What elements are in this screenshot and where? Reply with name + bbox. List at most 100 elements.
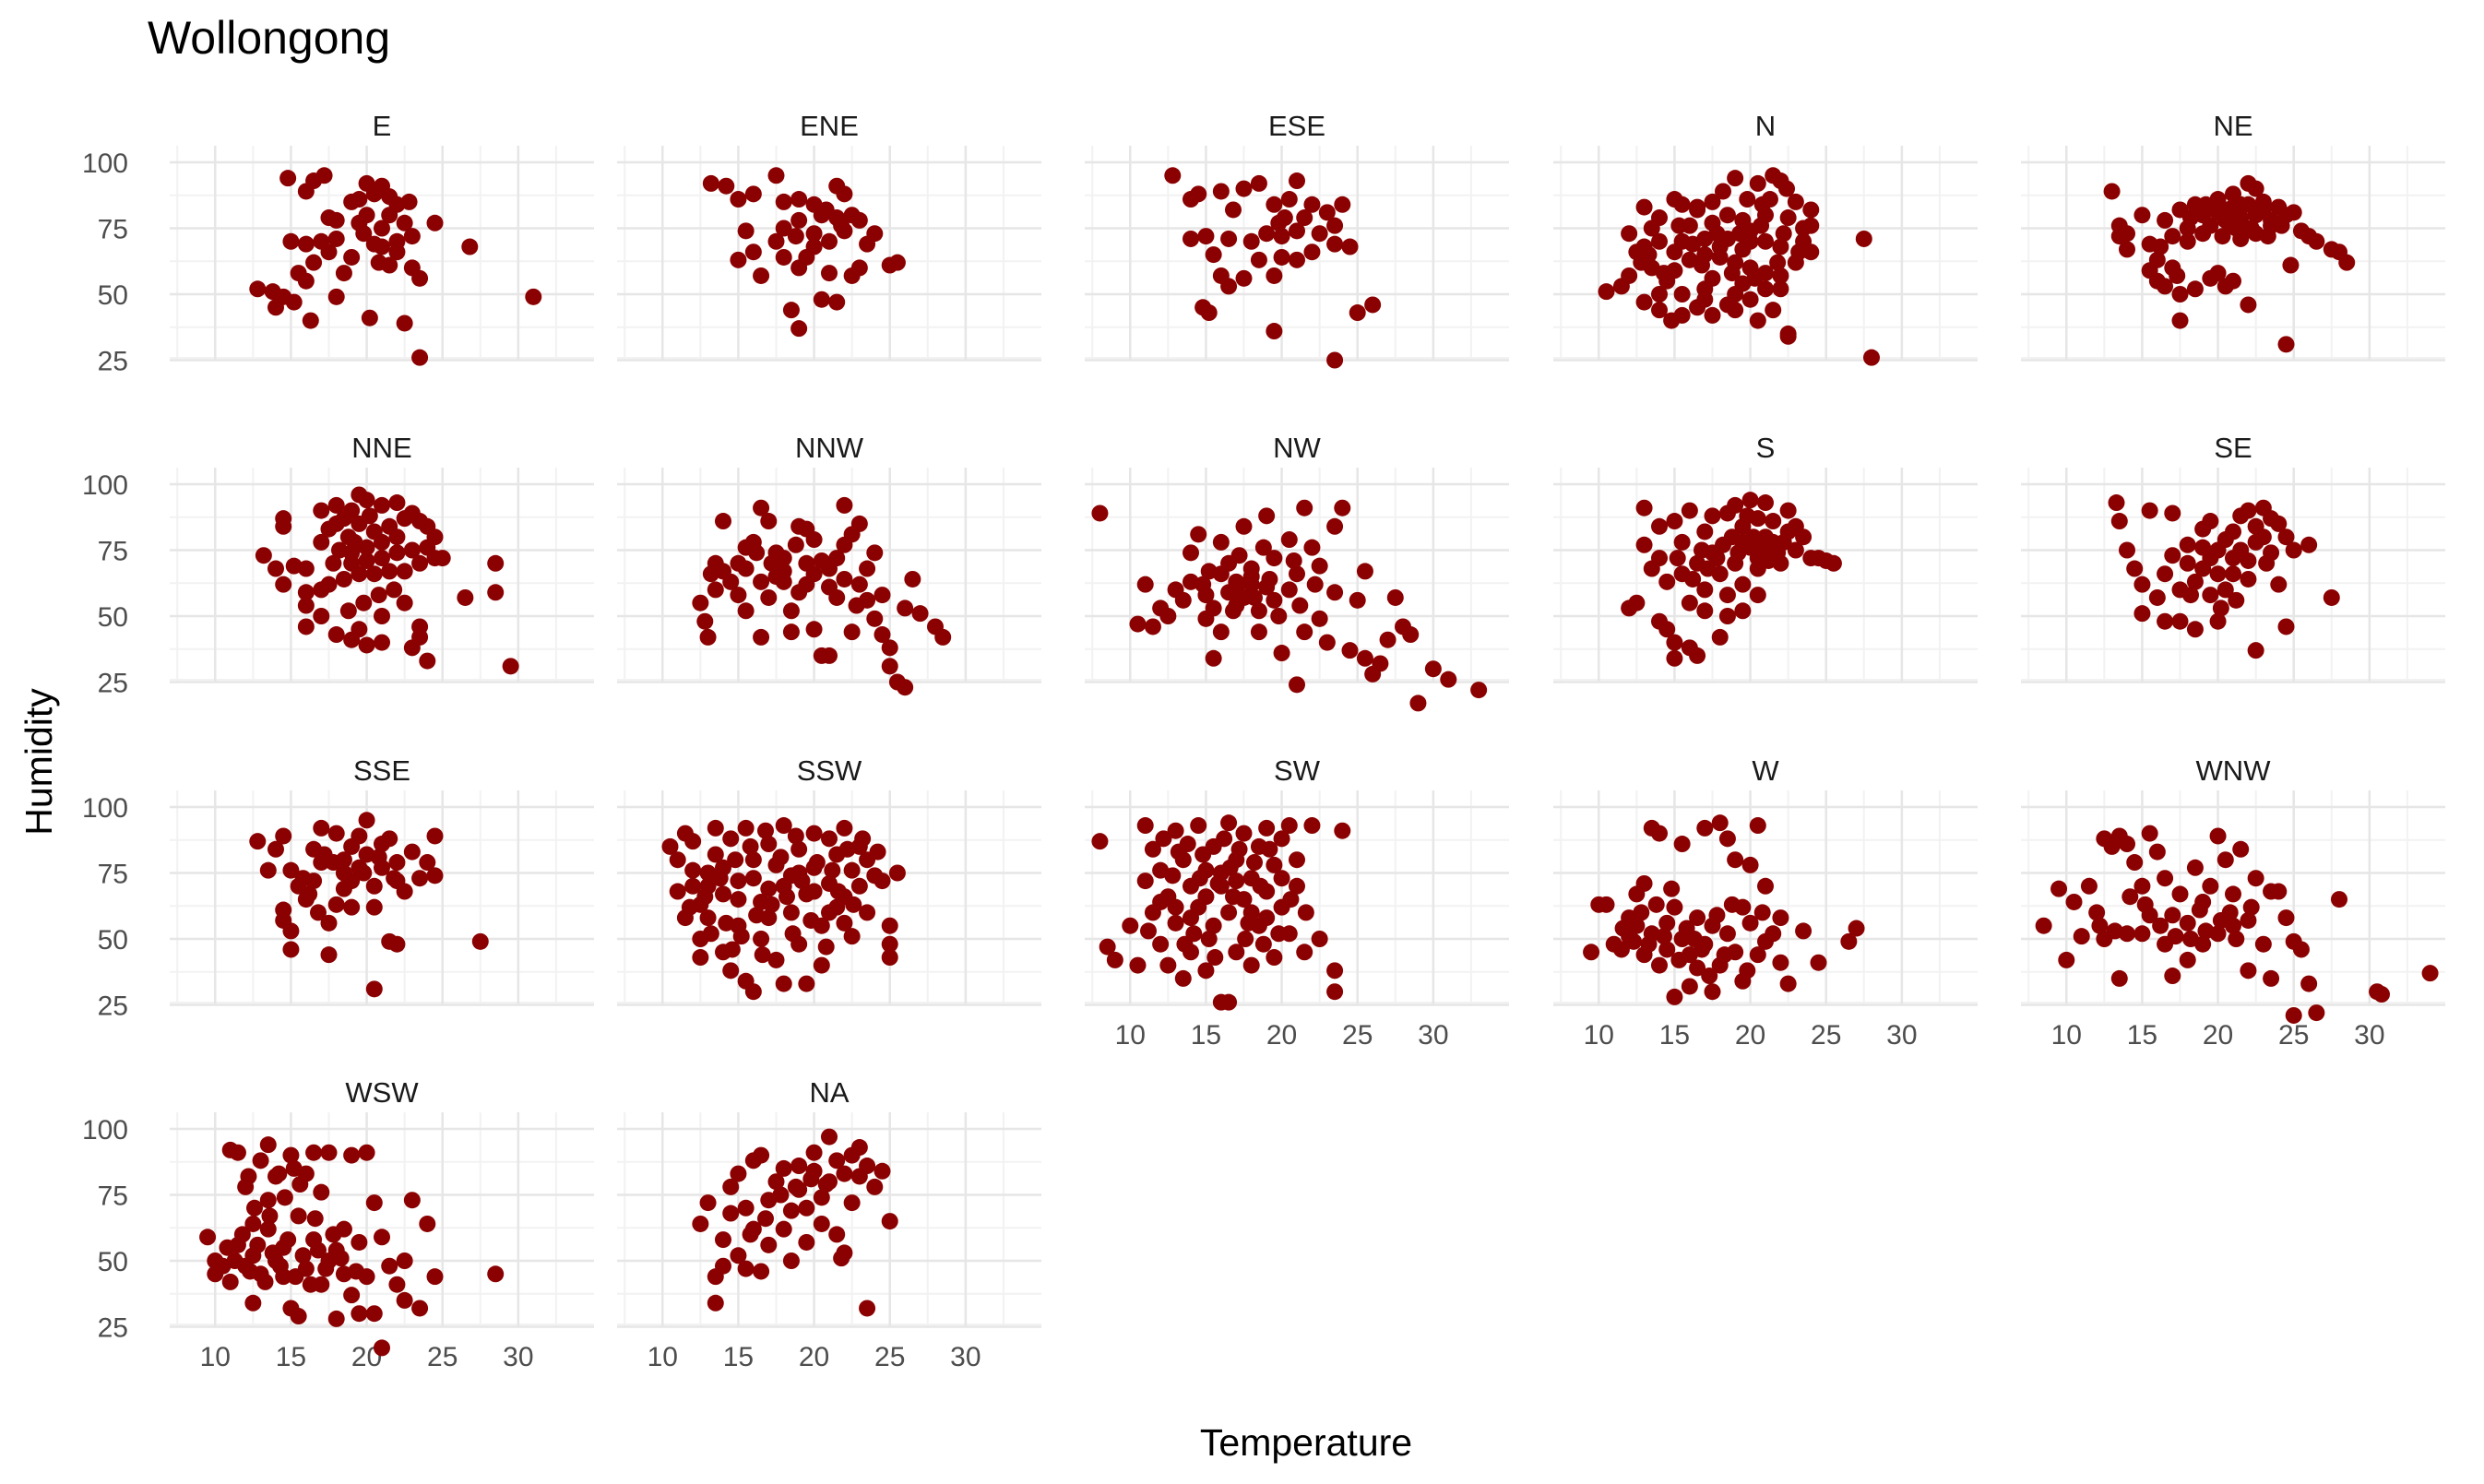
- data-point: [748, 544, 766, 562]
- data-point: [1696, 602, 1714, 620]
- data-point: [1790, 243, 1808, 261]
- data-point: [419, 652, 436, 670]
- data-point: [2141, 825, 2158, 842]
- data-point: [1635, 536, 1653, 553]
- data-point: [2186, 573, 2204, 590]
- data-point: [742, 1226, 759, 1243]
- data-point: [374, 634, 390, 651]
- data-point: [2050, 880, 2068, 897]
- data-point: [315, 846, 333, 863]
- data-point: [722, 573, 740, 590]
- data-point: [754, 946, 771, 964]
- data-point: [838, 840, 856, 858]
- data-point: [221, 1273, 239, 1290]
- data-point: [275, 576, 292, 593]
- data-point: [1206, 949, 1224, 967]
- x-tick-label: 25: [874, 1342, 905, 1372]
- data-point: [1311, 610, 1328, 627]
- data-point: [1635, 293, 1653, 311]
- data-point: [669, 851, 686, 869]
- data-point: [1296, 499, 1313, 516]
- data-point: [1106, 951, 1123, 968]
- data-point: [1280, 191, 1298, 208]
- data-point: [1250, 623, 1267, 641]
- data-point: [757, 822, 774, 839]
- data-point: [1787, 541, 1804, 559]
- data-point: [1757, 877, 1774, 895]
- data-point: [1787, 193, 1804, 210]
- data-point: [2228, 931, 2245, 947]
- data-point: [2058, 951, 2075, 968]
- data-point: [748, 907, 766, 924]
- data-point: [1197, 228, 1215, 245]
- data-point: [1651, 517, 1668, 535]
- data-point: [722, 1178, 740, 1195]
- data-point: [730, 891, 747, 908]
- data-point: [1246, 854, 1263, 872]
- data-point: [1651, 286, 1668, 303]
- data-point: [1136, 576, 1154, 593]
- data-point: [267, 840, 284, 858]
- data-point: [888, 254, 906, 271]
- data-point: [1772, 909, 1789, 927]
- data-point: [327, 211, 345, 229]
- data-point: [1741, 291, 1759, 308]
- data-point: [320, 946, 338, 964]
- data-point: [2300, 536, 2318, 553]
- data-point: [1334, 196, 1351, 213]
- data-point: [1699, 560, 1717, 577]
- data-point: [684, 861, 702, 879]
- data-point: [1341, 238, 1359, 255]
- data-point: [1334, 822, 1351, 839]
- data-point: [339, 602, 357, 620]
- data-point: [1749, 587, 1766, 604]
- data-point: [1266, 323, 1283, 340]
- data-point: [787, 827, 804, 845]
- data-point: [1681, 639, 1698, 657]
- data-point: [1311, 931, 1328, 947]
- data-point: [1235, 517, 1253, 535]
- data-point: [1681, 502, 1698, 519]
- data-point: [297, 560, 315, 577]
- data-point: [374, 238, 390, 255]
- data-point: [2119, 836, 2135, 853]
- data-point: [1663, 880, 1681, 897]
- data-point: [707, 819, 724, 837]
- data-point: [2091, 917, 2109, 934]
- panel-ssw: SSW: [617, 754, 1041, 1006]
- data-point: [226, 1252, 244, 1269]
- data-point: [1723, 265, 1741, 282]
- data-point: [767, 232, 785, 250]
- data-point: [1176, 935, 1194, 953]
- data-point: [370, 587, 387, 604]
- data-point: [2202, 513, 2219, 530]
- data-point: [1164, 167, 1182, 184]
- data-point: [2179, 536, 2196, 553]
- data-point: [1270, 608, 1288, 624]
- data-point: [2214, 228, 2231, 245]
- data-point: [753, 573, 770, 590]
- data-point: [2292, 941, 2310, 958]
- panel-w: W 10 15 20 25 30: [1553, 754, 1978, 1051]
- data-point: [396, 214, 413, 232]
- data-point: [2080, 877, 2098, 895]
- data-point: [782, 602, 800, 620]
- data-point: [730, 873, 747, 890]
- data-point: [290, 1308, 307, 1325]
- data-point: [1778, 180, 1795, 197]
- data-point: [1746, 269, 1764, 287]
- data-point: [760, 880, 778, 897]
- data-point: [1164, 867, 1182, 884]
- data-point: [805, 621, 823, 638]
- data-point: [874, 587, 891, 604]
- data-point: [888, 864, 906, 882]
- data-point: [282, 861, 300, 879]
- data-point: [1772, 267, 1789, 284]
- data-point: [2202, 587, 2219, 604]
- data-point: [692, 594, 709, 611]
- data-point: [1212, 623, 1230, 641]
- data-point: [1727, 302, 1744, 319]
- data-point: [1741, 492, 1759, 509]
- data-point: [240, 1168, 257, 1185]
- data-point: [1273, 248, 1290, 266]
